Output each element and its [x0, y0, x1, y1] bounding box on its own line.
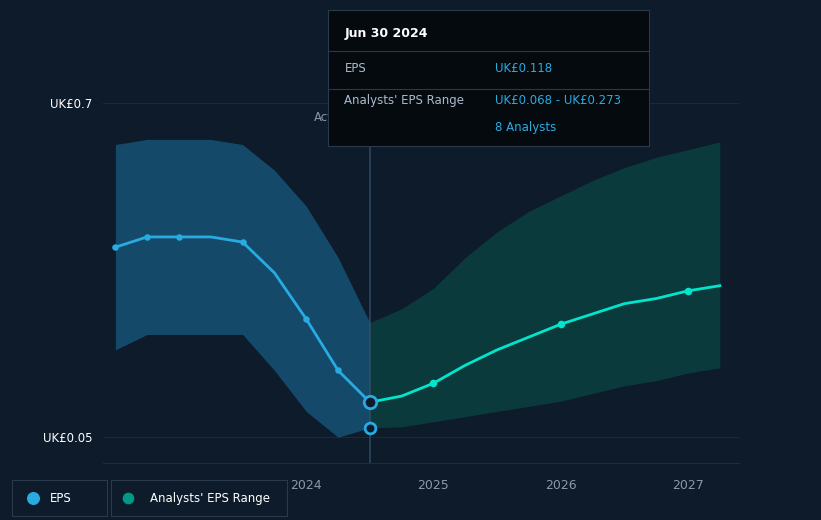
Text: EPS: EPS	[50, 492, 71, 504]
Point	[122, 494, 135, 502]
Point	[681, 287, 695, 295]
Point	[140, 233, 154, 241]
Point	[364, 424, 377, 432]
Point	[427, 379, 440, 387]
Text: Analysts' EPS Range: Analysts' EPS Range	[149, 492, 269, 504]
Point	[554, 320, 567, 328]
Text: 8 Analysts: 8 Analysts	[495, 121, 556, 134]
Text: Actual: Actual	[314, 111, 351, 124]
Point	[26, 494, 39, 502]
Point	[172, 233, 186, 241]
Point	[236, 238, 250, 246]
Text: Jun 30 2024: Jun 30 2024	[345, 27, 428, 40]
Text: UK£0.118: UK£0.118	[495, 62, 552, 75]
Point	[364, 398, 377, 407]
Text: UK£0.068 - UK£0.273: UK£0.068 - UK£0.273	[495, 94, 621, 107]
Text: Analysts Forecasts: Analysts Forecasts	[389, 111, 499, 124]
Point	[109, 243, 122, 251]
Point	[300, 315, 313, 323]
Text: Analysts' EPS Range: Analysts' EPS Range	[345, 94, 465, 107]
Text: EPS: EPS	[345, 62, 366, 75]
Point	[332, 366, 345, 374]
